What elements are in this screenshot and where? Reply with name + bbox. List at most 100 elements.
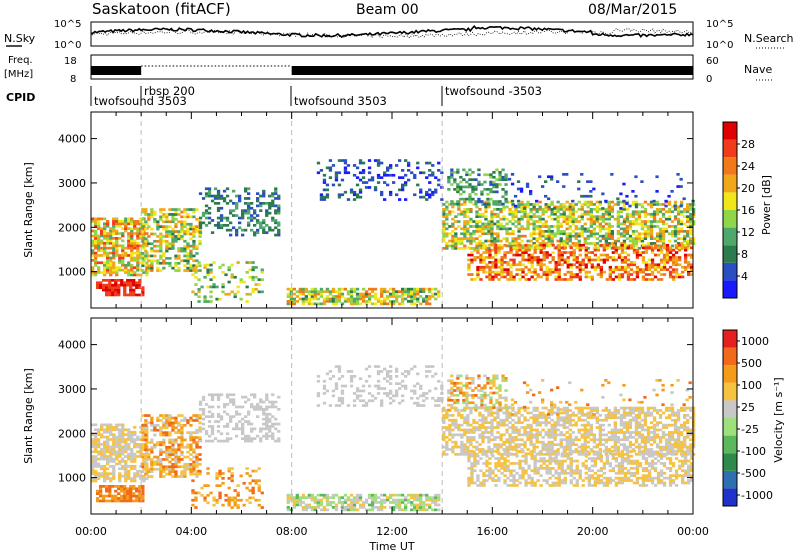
vel-cell-1349	[389, 389, 393, 393]
power-cell-2372	[692, 203, 696, 206]
power-cell-136	[112, 222, 116, 226]
power-cell-1289	[376, 161, 381, 165]
vel-cell-1018	[292, 506, 296, 509]
vel-cell-473	[156, 458, 160, 461]
vel-cell-336	[108, 494, 112, 498]
power-cell-2864	[647, 258, 652, 262]
vel-cell-353	[117, 487, 121, 491]
power-cell-1921	[580, 217, 584, 221]
vel-cell-1077	[328, 496, 333, 499]
power-cell-433	[150, 269, 154, 272]
power-cell-2615	[554, 275, 558, 279]
power-cell-2481	[503, 251, 507, 254]
vel-cell-171	[118, 430, 122, 434]
vel-cell-673	[192, 414, 196, 417]
power-cell-1056	[343, 297, 348, 301]
power-cell-2561	[533, 268, 537, 271]
power-cell-1971	[592, 217, 596, 221]
power-cell-2898	[662, 268, 667, 271]
power-cell-2472	[500, 258, 504, 262]
power-cell-2682	[575, 246, 579, 250]
vel-cell-1212	[416, 493, 420, 497]
power-cell-2784	[617, 253, 622, 257]
vel-cell-1669	[505, 440, 509, 444]
power-cell-88	[106, 261, 110, 265]
vel-cell-961	[230, 477, 234, 480]
vel-cell-1264	[331, 394, 336, 398]
vel-cell-1520	[466, 440, 470, 444]
power-cell-202	[127, 261, 131, 265]
power-cell-2036	[607, 208, 611, 211]
power-cell-2753	[605, 253, 609, 257]
power-cell-2143	[634, 217, 639, 221]
power-cell-1776	[544, 208, 548, 211]
vel-cell-321	[99, 494, 103, 498]
power-cell-1025	[325, 300, 330, 303]
power-cell-3044	[477, 197, 481, 201]
vel-cell-1545	[472, 438, 476, 442]
vel-cell-198	[124, 462, 128, 466]
vel-cell-1480	[454, 409, 458, 412]
power-cell-1388	[445, 234, 449, 238]
vel-cell-1136	[370, 508, 375, 512]
power-cell-1588	[496, 222, 500, 226]
power-cell-3114	[519, 187, 524, 191]
power-cell-2630	[557, 256, 561, 259]
vel-cell-575	[174, 460, 178, 464]
power-cell-1327	[407, 169, 411, 172]
power-cell-155	[115, 220, 119, 223]
power-cell-2090	[622, 222, 627, 226]
vel-cell-367	[123, 485, 127, 488]
vel-cell-79	[103, 445, 107, 449]
power-cell-71	[103, 251, 107, 255]
power-cell-1718	[532, 232, 536, 236]
vel-cell-1605	[487, 421, 491, 424]
power-cell-754	[235, 202, 239, 205]
power-cell-257	[136, 259, 140, 262]
vel-cell-317	[96, 497, 100, 500]
vel-cell-1547	[472, 431, 476, 434]
power-cell-1886	[571, 220, 575, 223]
power-cell-2470	[500, 263, 504, 267]
vel-cell-1027	[295, 493, 299, 497]
power-cell-2929	[671, 263, 676, 267]
vel-cell-1344	[386, 372, 390, 376]
vel-cell-850	[262, 427, 266, 431]
power-cell-6	[91, 251, 95, 255]
power-cell-2899	[662, 265, 667, 269]
power-cell-1221	[325, 166, 330, 170]
power-cell-51	[97, 217, 101, 221]
power-cell-1108	[376, 300, 381, 303]
power-cell-1454	[463, 230, 467, 233]
power-cell-80	[103, 227, 107, 230]
power-cell-1924	[580, 208, 584, 211]
vel-cell-894	[274, 417, 278, 421]
vel-cell-830	[253, 437, 257, 440]
vel-cell-1661	[502, 423, 506, 427]
power-cell-1942	[586, 227, 590, 231]
power-cell-2989	[450, 175, 454, 179]
power-cell-1246	[346, 198, 351, 201]
vel-cell-1109	[349, 493, 354, 497]
power-cell-2995	[453, 180, 457, 184]
vel-cell-1429	[442, 431, 446, 434]
vel-cell-914	[197, 472, 201, 475]
vel-cell-335	[108, 499, 112, 503]
vel-cell-1303	[358, 394, 363, 398]
power-cell-3063	[489, 190, 493, 194]
power-cell-2819	[629, 246, 634, 250]
vel-cell-1559	[475, 421, 479, 424]
vel-cell-535	[168, 467, 172, 471]
vel-cell-46	[97, 443, 101, 446]
power-cell-1281	[370, 176, 375, 179]
vel-cell-1450	[448, 438, 452, 442]
power-cell-731	[225, 224, 230, 227]
power-cell-2502	[512, 263, 516, 267]
power-cell-1773	[544, 222, 548, 226]
vel-cell-584	[174, 426, 178, 430]
power-cell-935	[245, 285, 249, 289]
power-cell-3104	[507, 177, 512, 181]
vel-cell-1379	[410, 389, 414, 393]
vel-cell-61	[100, 443, 104, 446]
